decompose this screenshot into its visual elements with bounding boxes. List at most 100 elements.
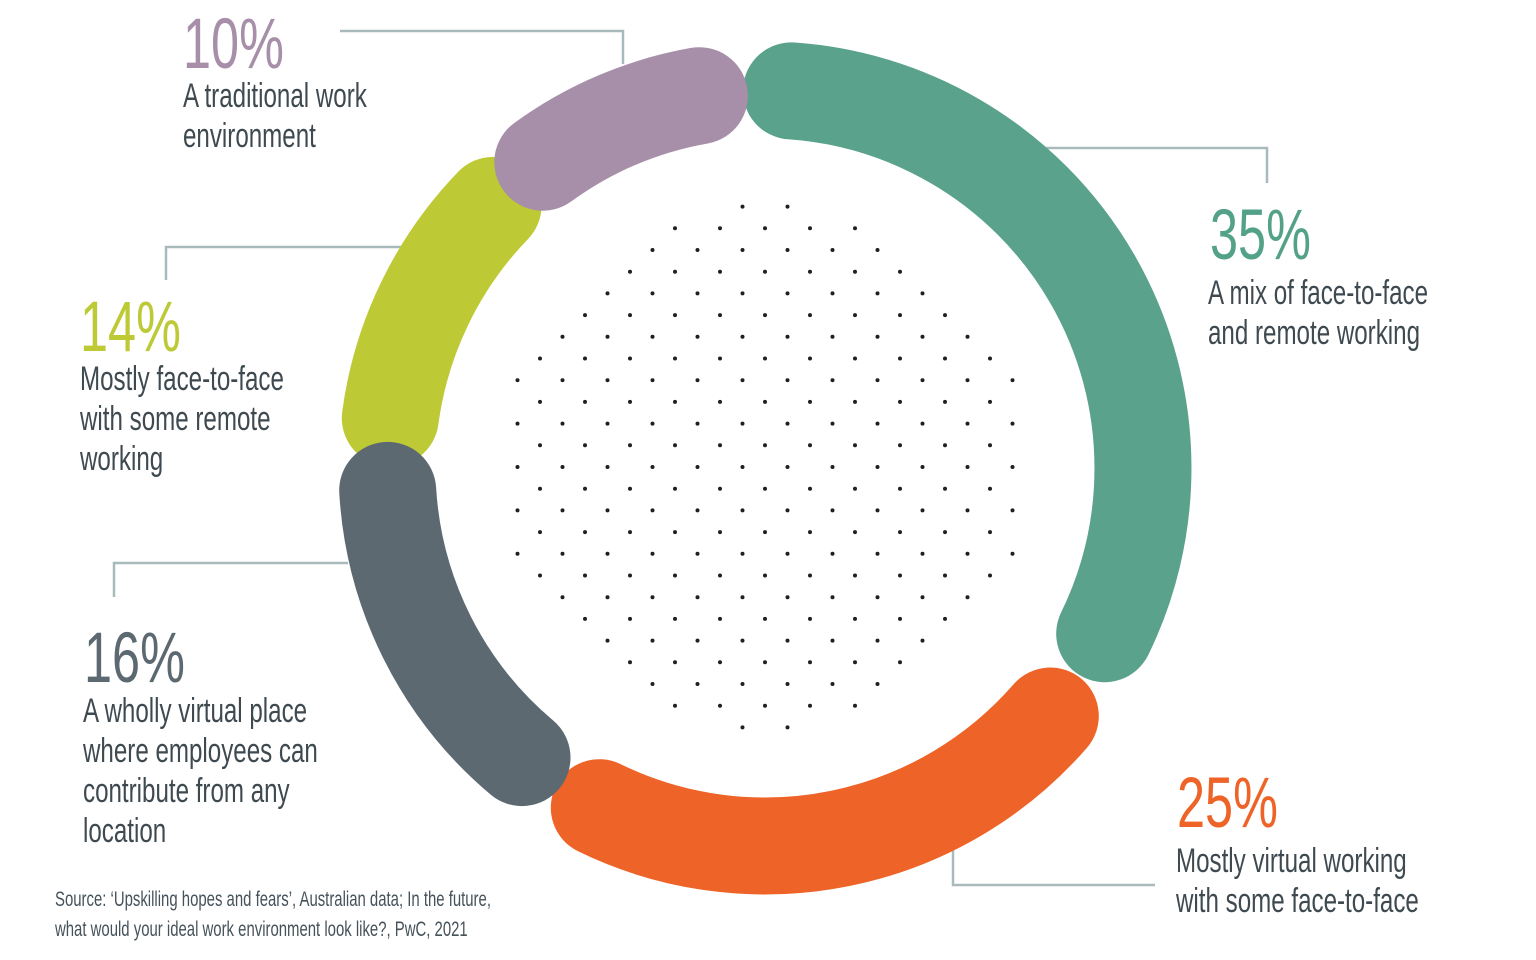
percent-label-35: 35% — [1210, 196, 1311, 275]
pattern-dot — [785, 204, 790, 209]
pattern-dot — [605, 595, 610, 600]
pattern-dot — [785, 465, 790, 469]
pattern-dot — [650, 421, 655, 426]
pattern-dot — [695, 551, 700, 556]
pattern-dot — [718, 443, 722, 448]
description-line: A mix of face-to-face — [1208, 274, 1429, 312]
pattern-dot — [718, 226, 722, 231]
pattern-dot — [673, 269, 677, 274]
pattern-dot — [515, 378, 520, 383]
pattern-dot — [650, 378, 655, 383]
pattern-dot — [898, 356, 902, 361]
percent-label-10: 10% — [183, 5, 284, 84]
pattern-dot — [785, 334, 790, 339]
pattern-dot — [515, 508, 520, 513]
pattern-dot — [898, 616, 902, 621]
source-line: Source: ‘Upskilling hopes and fears’, Au… — [55, 888, 491, 911]
pattern-dot — [718, 313, 722, 318]
pattern-dot — [1010, 421, 1015, 426]
percent-label-25: 25% — [1177, 764, 1278, 843]
pattern-dot — [988, 443, 992, 448]
pattern-dot — [875, 551, 880, 556]
pattern-dot — [965, 595, 970, 600]
leader-line-14-percent — [164, 245, 401, 280]
pattern-dot — [605, 291, 610, 296]
callout-description-16: A wholly virtual place where employees c… — [83, 691, 318, 851]
callout-description-14: Mostly face-to-face with some remote wor… — [80, 359, 284, 479]
pattern-dot — [785, 595, 790, 600]
pattern-dot — [538, 399, 542, 404]
pattern-dot — [808, 486, 812, 491]
description-line: Mostly virtual working — [1176, 842, 1407, 880]
pattern-dot — [560, 595, 565, 600]
pattern-dot — [650, 595, 655, 600]
pattern-dot — [695, 465, 700, 469]
pattern-dot — [718, 660, 722, 665]
pattern-dot — [943, 313, 947, 318]
description-line: location — [83, 812, 167, 850]
pattern-dot — [943, 530, 947, 535]
pattern-dot — [875, 595, 880, 600]
pattern-dot — [808, 530, 812, 535]
pattern-dot — [628, 660, 632, 665]
pattern-dot — [808, 313, 812, 318]
pattern-dot — [898, 399, 902, 404]
pattern-dot — [965, 551, 970, 556]
pattern-dot — [965, 334, 970, 339]
pattern-dot — [830, 595, 835, 600]
center-dot-pattern — [515, 204, 1015, 730]
pattern-dot — [875, 334, 880, 339]
pattern-dot — [988, 356, 992, 361]
pattern-dot — [740, 682, 745, 686]
pattern-dot — [763, 399, 767, 404]
pattern-dot — [740, 204, 745, 209]
pattern-dot — [673, 313, 677, 318]
pattern-dot — [650, 638, 655, 643]
pattern-dot — [830, 638, 835, 643]
pattern-dot — [920, 551, 925, 556]
pattern-dot — [785, 248, 790, 252]
pattern-dot — [808, 443, 812, 448]
segment-16-percent — [339, 441, 571, 807]
pattern-dot — [785, 551, 790, 556]
pattern-dot — [763, 573, 767, 578]
description-line: with some face-to-face — [1176, 882, 1419, 920]
pattern-dot — [695, 334, 700, 339]
pattern-dot — [605, 334, 610, 339]
pattern-dot — [583, 313, 587, 318]
pattern-dot — [785, 508, 790, 513]
callout-description-25: Mostly virtual working with some face-to… — [1176, 841, 1419, 921]
pattern-dot — [695, 638, 700, 643]
pattern-dot — [1010, 378, 1015, 383]
pattern-dot — [853, 443, 857, 448]
pattern-dot — [763, 443, 767, 448]
pattern-dot — [605, 421, 610, 426]
pattern-dot — [718, 486, 722, 491]
pattern-dot — [538, 356, 542, 361]
pattern-dot — [740, 638, 745, 643]
segment-14-percent — [341, 156, 542, 467]
pattern-dot — [695, 291, 700, 296]
pattern-dot — [673, 660, 677, 665]
pattern-dot — [650, 291, 655, 296]
pattern-dot — [673, 399, 677, 404]
pattern-dot — [830, 334, 835, 339]
segment-35-percent — [742, 42, 1192, 683]
pattern-dot — [628, 486, 632, 491]
pattern-dot — [718, 399, 722, 404]
pattern-dot — [830, 682, 835, 686]
pattern-dot — [673, 616, 677, 621]
pattern-dot — [740, 551, 745, 556]
pattern-dot — [830, 378, 835, 383]
source-line: what would your ideal work environment l… — [55, 918, 468, 941]
pattern-dot — [763, 616, 767, 621]
leader-line-25-percent — [951, 850, 1155, 887]
leader-lines — [112, 29, 1269, 887]
pattern-dot — [785, 682, 790, 686]
pattern-dot — [583, 443, 587, 448]
pattern-dot — [965, 508, 970, 513]
pattern-dot — [898, 313, 902, 318]
pattern-dot — [560, 551, 565, 556]
leader-line-35-percent — [1046, 146, 1269, 183]
